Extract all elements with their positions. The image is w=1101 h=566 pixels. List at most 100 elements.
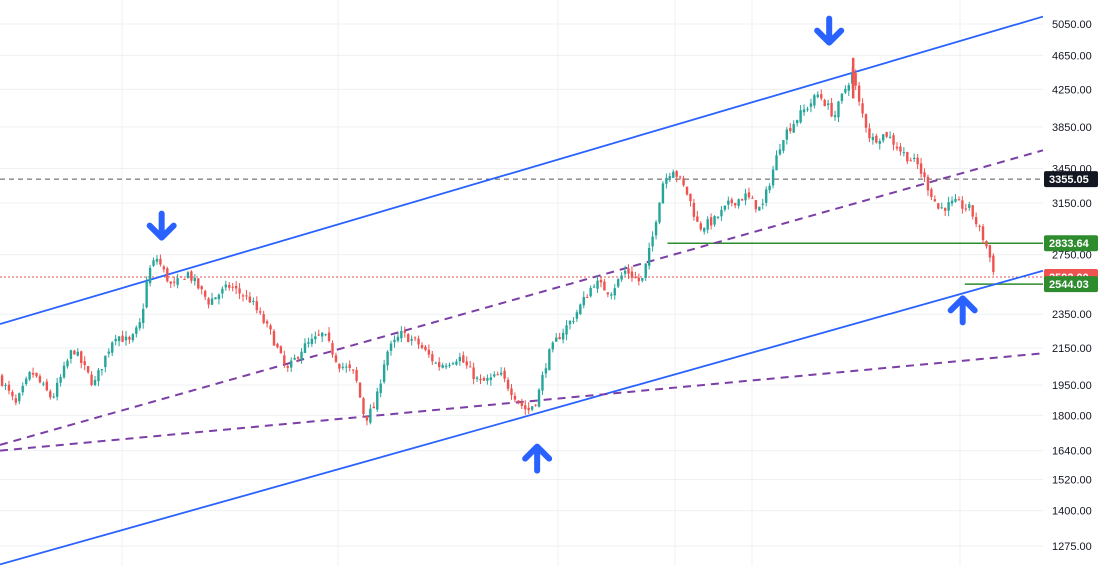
candle-down	[909, 160, 912, 162]
candle-up	[799, 110, 802, 123]
candle-up	[795, 120, 799, 124]
candle-down	[417, 338, 420, 345]
candle-down	[166, 268, 169, 282]
candle-down	[183, 278, 186, 280]
candle-up	[582, 296, 585, 306]
candle-down	[988, 245, 992, 258]
candle-up	[716, 216, 720, 218]
candle-down	[517, 400, 520, 403]
candle-down	[875, 135, 878, 143]
candle-down	[90, 374, 93, 385]
candle-down	[228, 284, 231, 288]
candle-down	[358, 382, 362, 398]
candle-up	[69, 350, 73, 359]
candle-up	[871, 136, 875, 141]
candle-up	[806, 108, 809, 110]
candle-up	[186, 272, 190, 278]
candle-down	[234, 285, 238, 289]
candle-down	[255, 301, 258, 311]
candle-down	[696, 216, 699, 222]
candle-down	[906, 152, 909, 162]
candle-up	[826, 103, 830, 106]
candle-down	[678, 176, 682, 178]
candle-down	[599, 279, 603, 283]
candle-down	[482, 378, 486, 381]
candle-down	[338, 363, 341, 369]
candle-down	[971, 205, 974, 217]
price-axis[interactable]: 5050.004650.004250.003850.003450.003150.…	[1052, 19, 1092, 553]
candle-up	[252, 300, 255, 302]
candle-down	[857, 85, 861, 102]
candle-up	[878, 141, 881, 144]
candle-down	[121, 335, 124, 342]
candle-down	[272, 331, 276, 346]
candle-up	[572, 320, 575, 322]
candle-down	[169, 281, 172, 284]
candle-up	[21, 385, 24, 393]
candle-up	[706, 219, 709, 230]
candle-down	[162, 266, 166, 270]
candle-down	[978, 225, 981, 227]
candle-up	[565, 325, 568, 335]
candle-down	[699, 223, 702, 230]
candle-down	[926, 176, 930, 191]
candle-up	[548, 349, 551, 371]
candle-down	[327, 332, 331, 341]
candle-up	[802, 109, 806, 113]
candle-up	[131, 334, 135, 341]
candle-up	[441, 365, 444, 368]
candle-up	[665, 177, 668, 184]
candle-down	[943, 207, 947, 211]
candle-down	[468, 366, 472, 368]
candle-up	[451, 363, 455, 365]
candle-down	[438, 362, 441, 368]
candle-up	[579, 304, 582, 315]
candle-up	[486, 378, 489, 381]
candle-down	[286, 366, 289, 368]
candle-up	[314, 336, 317, 340]
price-tag-label: 2544.03	[1049, 279, 1089, 291]
candle-down	[238, 288, 241, 294]
price-tag-label: 3355.05	[1049, 174, 1089, 186]
dashed-trendline	[0, 149, 1044, 446]
candle-down	[734, 202, 737, 206]
candle-up	[76, 351, 80, 356]
candle-up	[940, 207, 943, 209]
y-tick-label: 1950.00	[1052, 380, 1092, 392]
candle-up	[703, 228, 706, 232]
candle-up	[623, 270, 627, 274]
candle-up	[902, 152, 906, 154]
candle-up	[592, 286, 596, 288]
candle-up	[307, 342, 310, 344]
candle-up	[761, 203, 764, 205]
candle-down	[630, 271, 634, 278]
candle-down	[465, 361, 468, 366]
candle-down	[899, 146, 902, 152]
candle-up	[135, 327, 138, 334]
candle-up	[100, 369, 104, 371]
candle-up	[778, 149, 782, 155]
candle-up	[382, 364, 386, 382]
candle-up	[210, 298, 214, 305]
candle-up	[771, 169, 775, 186]
candle-up	[224, 284, 228, 288]
candle-down	[245, 295, 248, 297]
y-tick-label: 2150.00	[1052, 343, 1092, 355]
candle-up	[114, 338, 117, 342]
candle-up	[444, 365, 448, 368]
candle-up	[117, 336, 121, 341]
candle-up	[647, 247, 651, 266]
candle-down	[231, 286, 234, 288]
candle-up	[475, 377, 479, 379]
y-tick-label: 5050.00	[1052, 19, 1092, 31]
candle-up	[18, 393, 21, 402]
candle-up	[293, 357, 296, 360]
candle-down	[73, 350, 76, 355]
candle-up	[434, 362, 437, 364]
candle-down	[372, 406, 376, 409]
candle-down	[506, 379, 510, 389]
channel-trendline	[0, 15, 1044, 325]
candle-up	[651, 236, 654, 247]
